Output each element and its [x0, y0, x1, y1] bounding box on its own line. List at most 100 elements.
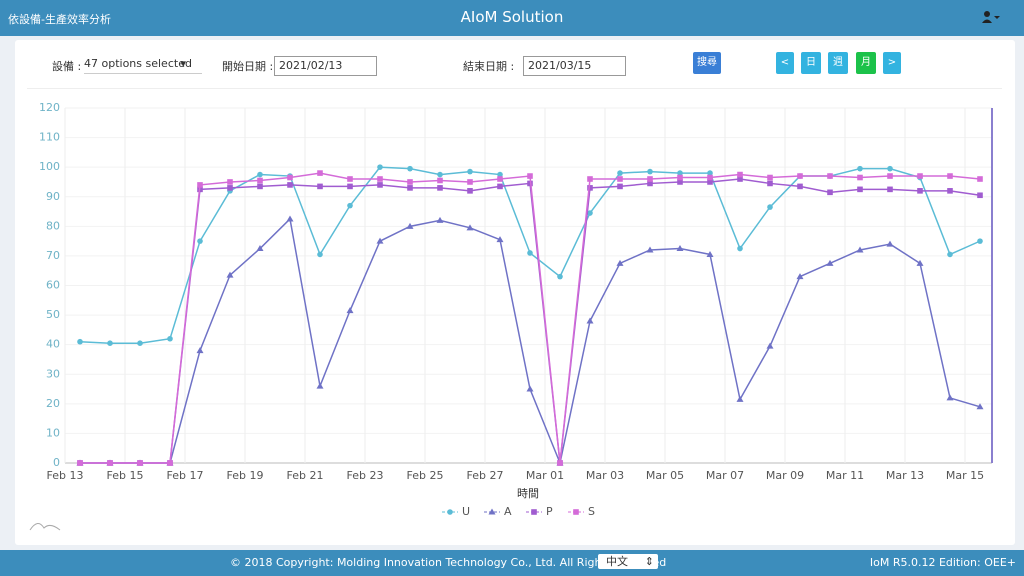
data-point: [886, 240, 894, 247]
y-tick-label: 80: [46, 219, 60, 232]
y-tick-label: 120: [39, 101, 60, 114]
x-tick-label: Feb 17: [167, 469, 204, 482]
user-menu[interactable]: [982, 10, 1006, 26]
next-button[interactable]: >: [883, 52, 901, 74]
y-tick-label: 20: [46, 397, 60, 410]
x-tick-label: Feb 27: [467, 469, 504, 482]
y-tick-label: 100: [39, 160, 60, 173]
day-button[interactable]: 日: [801, 52, 821, 74]
data-point: [557, 273, 563, 280]
data-point: [407, 165, 413, 172]
data-point: [466, 224, 474, 231]
data-point: [107, 340, 113, 346]
data-point: [736, 395, 744, 402]
data-point: [436, 216, 444, 223]
data-point: [346, 307, 354, 314]
data-point: [137, 460, 143, 466]
week-button[interactable]: 週: [828, 52, 848, 74]
start-label: 開始日期 :: [222, 60, 274, 73]
end-date[interactable]: 2021/03/15: [523, 56, 626, 76]
data-point: [407, 179, 413, 185]
data-point: [77, 338, 83, 345]
data-point: [376, 237, 384, 244]
data-point: [707, 174, 713, 181]
header: 依設備-生產效率分析 AIoM Solution: [0, 0, 1024, 36]
data-point: [347, 183, 353, 190]
x-tick-label: Feb 23: [347, 469, 384, 482]
data-point: [707, 179, 713, 185]
legend-label: S: [588, 505, 595, 518]
data-point: [197, 182, 203, 188]
start-date[interactable]: 2021/02/13: [274, 56, 377, 76]
x-tick-label: Feb 21: [287, 469, 324, 482]
y-tick-label: 0: [53, 456, 60, 469]
data-point: [587, 210, 593, 216]
data-point: [977, 238, 983, 244]
app-title: AIoM Solution: [460, 8, 564, 26]
data-point: [737, 245, 743, 252]
data-point: [317, 183, 323, 190]
search-button[interactable]: 搜尋: [693, 52, 721, 74]
data-point: [857, 174, 863, 181]
data-point: [677, 170, 683, 176]
data-point: [617, 183, 623, 190]
data-point: [617, 170, 623, 176]
data-point: [527, 180, 533, 187]
data-point: [917, 188, 923, 194]
data-point: [617, 176, 623, 182]
device-value: 47 options selected: [84, 57, 192, 70]
device-select[interactable]: 47 options selected ▾: [84, 57, 202, 74]
data-point: [317, 251, 323, 258]
x-tick-label: Feb 15: [107, 469, 144, 482]
data-point: [526, 385, 534, 392]
footer: © 2018 Copyright: Molding Innovation Tec…: [0, 550, 1024, 576]
data-point: [916, 259, 924, 266]
data-point: [437, 177, 443, 184]
data-point: [256, 245, 264, 252]
device-label: 設備 :: [52, 60, 82, 73]
legend-label: A: [504, 505, 512, 518]
y-tick-label: 40: [46, 338, 60, 351]
panel: [15, 40, 1015, 545]
data-point: [497, 183, 503, 190]
data-point: [437, 171, 443, 178]
chart-icon: [29, 523, 61, 531]
legend-marker: [488, 508, 496, 515]
data-point: [947, 188, 953, 194]
language-select[interactable]: 中文 ⇕: [598, 554, 658, 569]
y-tick-label: 30: [46, 367, 60, 380]
data-point: [257, 171, 263, 178]
data-point: [707, 170, 713, 176]
data-point: [377, 176, 383, 182]
data-point: [977, 176, 983, 182]
data-point: [497, 176, 503, 182]
x-tick-label: Mar 01: [526, 469, 564, 482]
data-point: [647, 180, 653, 187]
data-point: [887, 173, 893, 179]
data-point: [827, 189, 833, 196]
data-point: [407, 185, 413, 191]
data-point: [557, 460, 563, 466]
x-tick-label: Mar 05: [646, 469, 684, 482]
data-point: [227, 185, 233, 191]
x-tick-label: Mar 03: [586, 469, 624, 482]
language-value: 中文: [606, 555, 628, 568]
data-point: [257, 183, 263, 190]
month-button[interactable]: 月: [856, 52, 876, 74]
data-point: [257, 177, 263, 184]
y-tick-label: 50: [46, 308, 60, 321]
data-point: [197, 238, 203, 244]
data-point: [467, 188, 473, 194]
data-point: [706, 250, 714, 257]
divider: [27, 88, 1002, 89]
data-point: [917, 173, 923, 179]
x-tick-label: Mar 13: [886, 469, 924, 482]
data-point: [317, 170, 323, 176]
data-point: [797, 173, 803, 179]
prev-button[interactable]: <: [776, 52, 794, 74]
x-axis-title: 時間: [517, 487, 539, 500]
data-point: [947, 173, 953, 179]
data-point: [226, 271, 234, 278]
x-tick-label: Feb 13: [47, 469, 84, 482]
data-point: [676, 245, 684, 252]
